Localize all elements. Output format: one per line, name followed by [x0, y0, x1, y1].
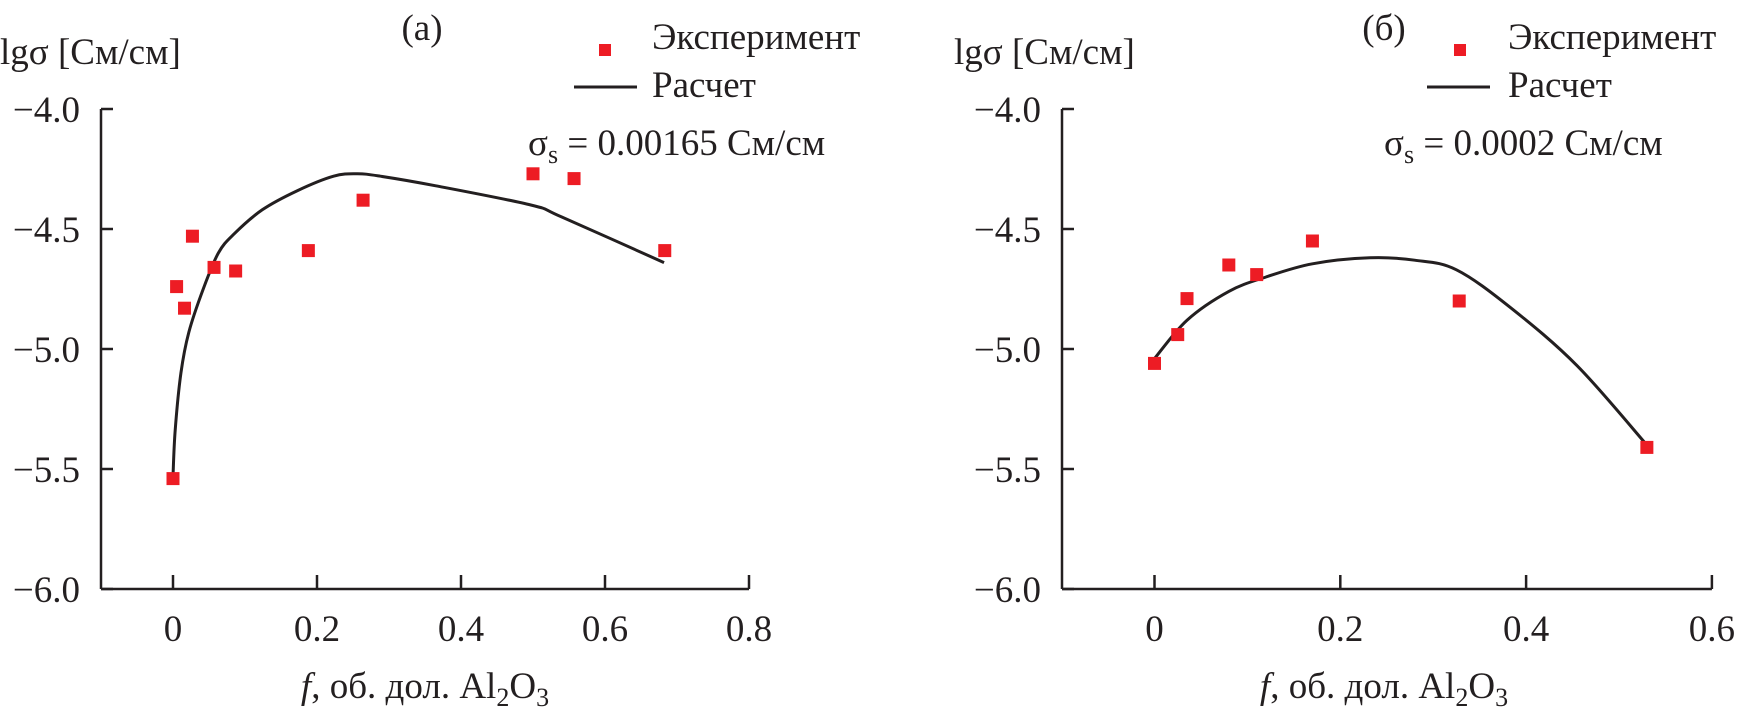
- y-tick-label: −6.0: [13, 570, 80, 611]
- experiment-point: [1222, 258, 1236, 272]
- y-tick-label: −4.0: [974, 90, 1041, 131]
- y-tick-label: −5.5: [13, 450, 80, 491]
- x-tick-label: 0: [1145, 609, 1164, 650]
- x-label-subscript: 2: [1455, 683, 1468, 712]
- experiment-point: [658, 244, 672, 258]
- panel-label: (б): [1362, 8, 1405, 49]
- y-axis-label: lgσ [См/см]: [954, 32, 1135, 73]
- experiment-point: [207, 260, 221, 274]
- x-label-text: O: [509, 666, 536, 707]
- x-label-subscript: 2: [496, 683, 509, 712]
- legend-label-experiment: Эксперимент: [1508, 17, 1716, 58]
- experiment-point: [1305, 234, 1319, 248]
- experiment-point: [1148, 356, 1161, 370]
- sigma-value: = 0.00165 См/см: [558, 123, 825, 164]
- x-tick-label: 0.6: [582, 609, 628, 650]
- legend-label-calc: Расчет: [1508, 65, 1612, 106]
- y-tick-label: −5.0: [13, 330, 80, 371]
- x-tick-label: 0.4: [438, 609, 484, 650]
- experiment-point: [1452, 294, 1466, 308]
- x-tick-label: 0.2: [294, 609, 340, 650]
- chart-panel-a: −4.0 −4.5 −5.0 −5.5 −6.0 0 0.2 0.4 0.6 0.8 lgσ [См…: [0, 8, 860, 712]
- y-tick-label: −5.5: [974, 450, 1041, 491]
- x-tick-label: 0.2: [1317, 609, 1363, 650]
- y-tick-label: −4.0: [13, 90, 80, 131]
- x-label-text: O: [1468, 666, 1495, 707]
- x-tick-label: 0.8: [726, 609, 772, 650]
- sigma-symbol: σ: [1384, 123, 1404, 164]
- x-axis-label: f, об. дол. Al2O3: [1260, 666, 1508, 712]
- x-axis-label: f, об. дол. Al2O3: [301, 666, 549, 712]
- x-tick-label: 0: [164, 609, 183, 650]
- sigma-symbol: σ: [528, 123, 548, 164]
- x-label-text: , об. дол. Al: [311, 666, 496, 707]
- legend-label-experiment: Эксперимент: [652, 17, 860, 58]
- x-label-text: , об. дол. Al: [1270, 666, 1455, 707]
- y-tick-label: −4.5: [974, 210, 1041, 251]
- sigma-subscript: s: [548, 140, 558, 169]
- experiment-point: [1640, 440, 1654, 454]
- x-label-subscript: 3: [1495, 683, 1508, 712]
- x-label-subscript: 3: [536, 683, 549, 712]
- sigma-annotation: σs = 0.00165 См/см: [528, 123, 825, 169]
- legend-marker-experiment: [1454, 44, 1466, 56]
- sigma-subscript: s: [1404, 140, 1414, 169]
- calc-curve: [1153, 256, 1648, 446]
- experiment-point: [170, 280, 184, 294]
- experiment-point: [526, 167, 540, 181]
- legend: Эксперимент Расчет: [574, 17, 860, 106]
- x-tick-label: 0.4: [1503, 609, 1549, 650]
- legend-marker-experiment: [599, 44, 611, 56]
- y-axis-label: lgσ [См/см]: [0, 32, 181, 73]
- sigma-value: = 0.0002 См/см: [1414, 123, 1663, 164]
- y-tick-label: −4.5: [13, 210, 80, 251]
- experiment-point: [166, 472, 180, 486]
- sigma-annotation: σs = 0.0002 См/см: [1384, 123, 1663, 169]
- legend-label-calc: Расчет: [652, 65, 756, 106]
- y-tick-label: −6.0: [974, 570, 1041, 611]
- legend: Эксперимент Расчет: [1427, 17, 1716, 106]
- experiment-point: [356, 193, 370, 207]
- experiment-point: [229, 264, 243, 278]
- experiment-point: [178, 301, 192, 315]
- x-tick-label: 0.6: [1689, 609, 1735, 650]
- chart-panel-b: −4.0 −4.5 −5.0 −5.5 −6.0 0 0.2 0.4 0.6 lgσ [См/см…: [954, 8, 1735, 712]
- experiment-point: [1250, 268, 1264, 282]
- panel-label: (а): [401, 8, 442, 49]
- experiment-point: [185, 229, 199, 243]
- experiment-point: [301, 244, 315, 258]
- experiment-point: [1180, 292, 1194, 306]
- y-tick-label: −5.0: [974, 330, 1041, 371]
- calc-curve: [171, 172, 665, 477]
- experiment-point: [567, 172, 581, 186]
- experiment-point: [1171, 328, 1185, 342]
